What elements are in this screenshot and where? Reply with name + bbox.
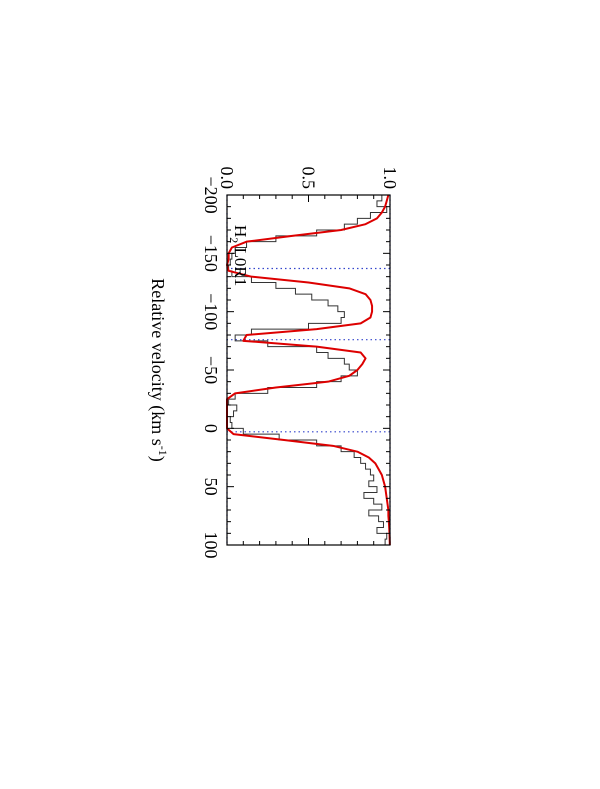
transition-annotation: H2 L0R1 bbox=[227, 225, 250, 286]
y-tick-label: 0.5 bbox=[299, 167, 319, 190]
x-tick-label: 0 bbox=[201, 424, 221, 433]
x-axis-title-close: ) bbox=[147, 456, 168, 462]
x-tick-label: 50 bbox=[201, 478, 221, 496]
rotated-plot: −200 −150 −100 −50 0 50 100 0.0 0.5 1.0 H2 L0R1 R… bbox=[147, 167, 400, 559]
series-layer bbox=[226, 194, 391, 546]
guide-lines bbox=[226, 195, 391, 545]
x-axis-title: Relative velocity (km s-1) bbox=[147, 278, 170, 461]
x-tick-label: −50 bbox=[201, 356, 221, 384]
y-tick-label: 1.0 bbox=[380, 167, 400, 190]
x-tick-label: 100 bbox=[201, 532, 221, 559]
y-tick-label: 0.0 bbox=[217, 167, 237, 190]
x-tick-label: −200 bbox=[201, 176, 221, 213]
x-tick-label: −100 bbox=[201, 293, 221, 330]
annotation-main: H bbox=[231, 225, 250, 237]
x-axis-title-sup: -1 bbox=[156, 446, 170, 456]
axis-ticks bbox=[226, 194, 391, 546]
annotation-sub: 2 bbox=[227, 237, 241, 243]
annotation-rest: L0R1 bbox=[231, 243, 250, 286]
x-axis-title-main: Relative velocity (km s bbox=[147, 278, 168, 445]
x-tick-label: −150 bbox=[201, 235, 221, 272]
data-histogram-series bbox=[228, 195, 388, 545]
tick-labels: −200 −150 −100 −50 0 50 100 0.0 0.5 1.0 bbox=[201, 167, 400, 559]
